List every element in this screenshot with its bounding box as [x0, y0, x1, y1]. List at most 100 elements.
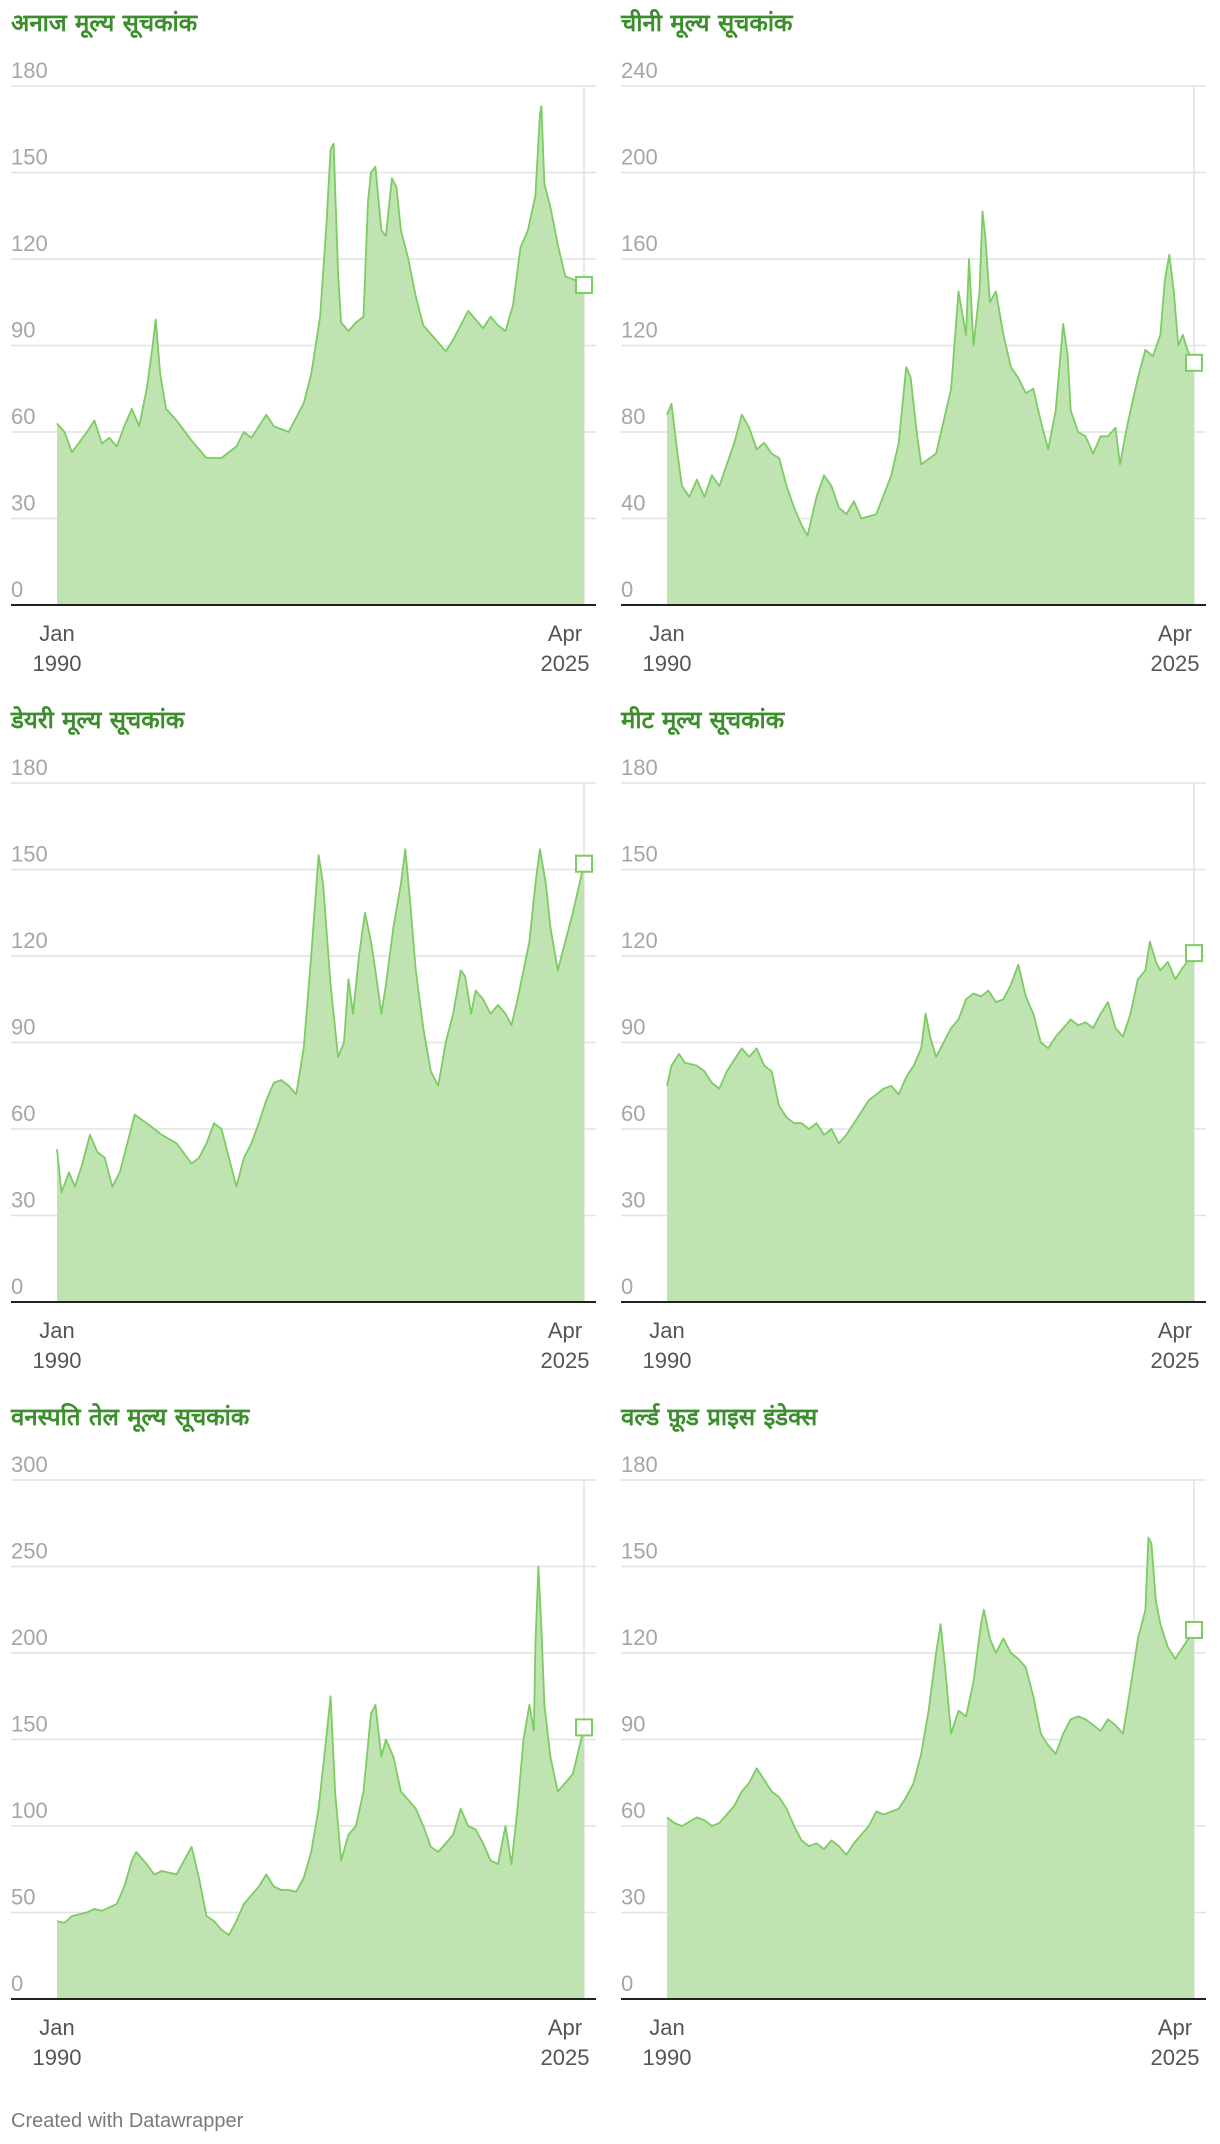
area-fill [57, 1566, 584, 1999]
y-tick-label: 150 [621, 1539, 658, 1564]
panel-cereals: अनाज मूल्य सूचकांक 0 30 60 90 120 150 180 Jan 19… [0, 0, 610, 697]
panel-meat: मीट मूल्य सूचकांक 0 30 60 90 120 150 180 Jan 199… [610, 697, 1220, 1394]
series-line [666, 940, 1195, 1145]
x-tick-year: 2025 [1151, 2045, 1200, 2070]
y-tick-label: 90 [621, 1712, 645, 1737]
x-tick-year: 2025 [1151, 1348, 1200, 1373]
panel-vegetable-oil: वनस्पति तेल मूल्य सूचकांक 0 50 100 150 200 25… [0, 1394, 610, 2091]
series-line [56, 1565, 585, 1936]
y-tick-label: 40 [621, 491, 645, 516]
x-tick-month: Jan [39, 621, 74, 646]
world-food-area-chart: 0 30 60 90 120 150 180 Jan 1990 Apr 2025 [621, 1452, 1206, 2070]
y-tick-label: 0 [11, 577, 23, 602]
y-tick-label: 120 [621, 928, 658, 953]
y-tick-label: 90 [11, 1015, 35, 1040]
x-tick-month: Apr [1158, 1318, 1192, 1343]
y-tick-label: 180 [11, 58, 48, 83]
y-tick-label: 180 [621, 1452, 658, 1477]
chart-title: डेयरी मूल्य सूचकांक [11, 706, 185, 734]
x-tick-month: Apr [548, 2015, 582, 2040]
series-line [56, 848, 585, 1194]
x-tick-month: Apr [1158, 2015, 1192, 2040]
y-tick-label: 0 [621, 577, 633, 602]
meat-area-chart: 0 30 60 90 120 150 180 Jan 1990 Apr 2025 [621, 755, 1206, 1373]
y-tick-label: 30 [621, 1188, 645, 1213]
y-tick-label: 100 [11, 1798, 48, 1823]
x-tick-month: Apr [1158, 621, 1192, 646]
y-tick-label: 60 [11, 1101, 35, 1126]
y-tick-label: 120 [621, 1625, 658, 1650]
x-tick-month: Jan [649, 621, 684, 646]
x-tick-month: Jan [649, 1318, 684, 1343]
x-tick-year: 1990 [643, 651, 692, 676]
x-tick-year: 1990 [33, 2045, 82, 2070]
series-line [56, 105, 585, 459]
y-tick-label: 60 [621, 1101, 645, 1126]
last-value-marker [1185, 353, 1203, 372]
chart-title: मीट मूल्य सूचकांक [621, 706, 785, 734]
y-tick-label: 0 [11, 1274, 23, 1299]
datawrapper-credit: Created with Datawrapper [11, 2110, 244, 2132]
chart-title: वर्ल्ड फ़ूड प्राइस इंडेक्स [621, 1403, 818, 1431]
y-tick-label: 180 [621, 755, 658, 780]
area-fill [667, 941, 1194, 1302]
x-tick-year: 1990 [643, 2045, 692, 2070]
last-value-marker [575, 1718, 593, 1737]
y-tick-label: 0 [621, 1971, 633, 1996]
area-fill [667, 1537, 1194, 1999]
last-value-marker [1185, 1620, 1203, 1639]
series-line [666, 1536, 1195, 1856]
y-tick-label: 0 [621, 1274, 633, 1299]
y-tick-label: 30 [11, 1188, 35, 1213]
y-tick-label: 120 [11, 231, 48, 256]
cereals-area-chart: 0 30 60 90 120 150 180 Jan 1990 Apr 2025 [11, 58, 596, 676]
last-value-marker [575, 854, 593, 873]
y-tick-label: 150 [11, 842, 48, 867]
y-tick-label: 30 [621, 1885, 645, 1910]
x-tick-year: 2025 [541, 2045, 590, 2070]
panel-sugar: चीनी मूल्य सूचकांक 0 40 80 120 160 200 240 Jan 1… [610, 0, 1220, 697]
y-tick-label: 240 [621, 58, 658, 83]
x-tick-year: 2025 [1151, 651, 1200, 676]
y-tick-label: 300 [11, 1452, 48, 1477]
y-tick-label: 0 [11, 1971, 23, 1996]
chart-title: चीनी मूल्य सूचकांक [621, 9, 793, 37]
y-tick-label: 120 [621, 318, 658, 343]
y-tick-label: 60 [621, 1798, 645, 1823]
area-fill [57, 106, 584, 605]
vegetable-oil-area-chart: 0 50 100 150 200 250 300 Jan 1990 Apr 2025 [11, 1452, 596, 2070]
last-value-marker [575, 275, 593, 294]
x-tick-month: Apr [548, 621, 582, 646]
x-tick-year: 1990 [33, 1348, 82, 1373]
area-fill [667, 211, 1194, 605]
y-tick-label: 60 [11, 404, 35, 429]
y-tick-label: 250 [11, 1539, 48, 1564]
area-fill [57, 849, 584, 1302]
x-tick-month: Apr [548, 1318, 582, 1343]
y-tick-label: 200 [11, 1625, 48, 1650]
y-tick-label: 150 [621, 842, 658, 867]
y-tick-label: 80 [621, 404, 645, 429]
y-tick-label: 30 [11, 491, 35, 516]
panel-dairy: डेयरी मूल्य सूचकांक 0 30 60 90 120 150 180 Jan 1… [0, 697, 610, 1394]
y-tick-label: 180 [11, 755, 48, 780]
y-tick-label: 50 [11, 1885, 35, 1910]
x-tick-year: 1990 [643, 1348, 692, 1373]
chart-title: वनस्पति तेल मूल्य सूचकांक [11, 1403, 250, 1431]
x-tick-month: Jan [39, 1318, 74, 1343]
y-tick-label: 90 [621, 1015, 645, 1040]
x-tick-year: 1990 [33, 651, 82, 676]
y-tick-label: 150 [11, 1712, 48, 1737]
x-tick-month: Jan [649, 2015, 684, 2040]
x-tick-year: 2025 [541, 1348, 590, 1373]
y-tick-label: 120 [11, 928, 48, 953]
y-tick-label: 200 [621, 145, 658, 170]
x-tick-month: Jan [39, 2015, 74, 2040]
y-tick-label: 90 [11, 318, 35, 343]
panel-world-food: वर्ल्ड फ़ूड प्राइस इंडेक्स 0 30 60 90 120 150… [610, 1394, 1220, 2091]
sugar-area-chart: 0 40 80 120 160 200 240 Jan 1990 Apr 2025 [621, 58, 1206, 676]
chart-title: अनाज मूल्य सूचकांक [11, 9, 198, 37]
dairy-area-chart: 0 30 60 90 120 150 180 Jan 1990 Apr 2025 [11, 755, 596, 1373]
y-tick-label: 150 [11, 145, 48, 170]
x-tick-year: 2025 [541, 651, 590, 676]
